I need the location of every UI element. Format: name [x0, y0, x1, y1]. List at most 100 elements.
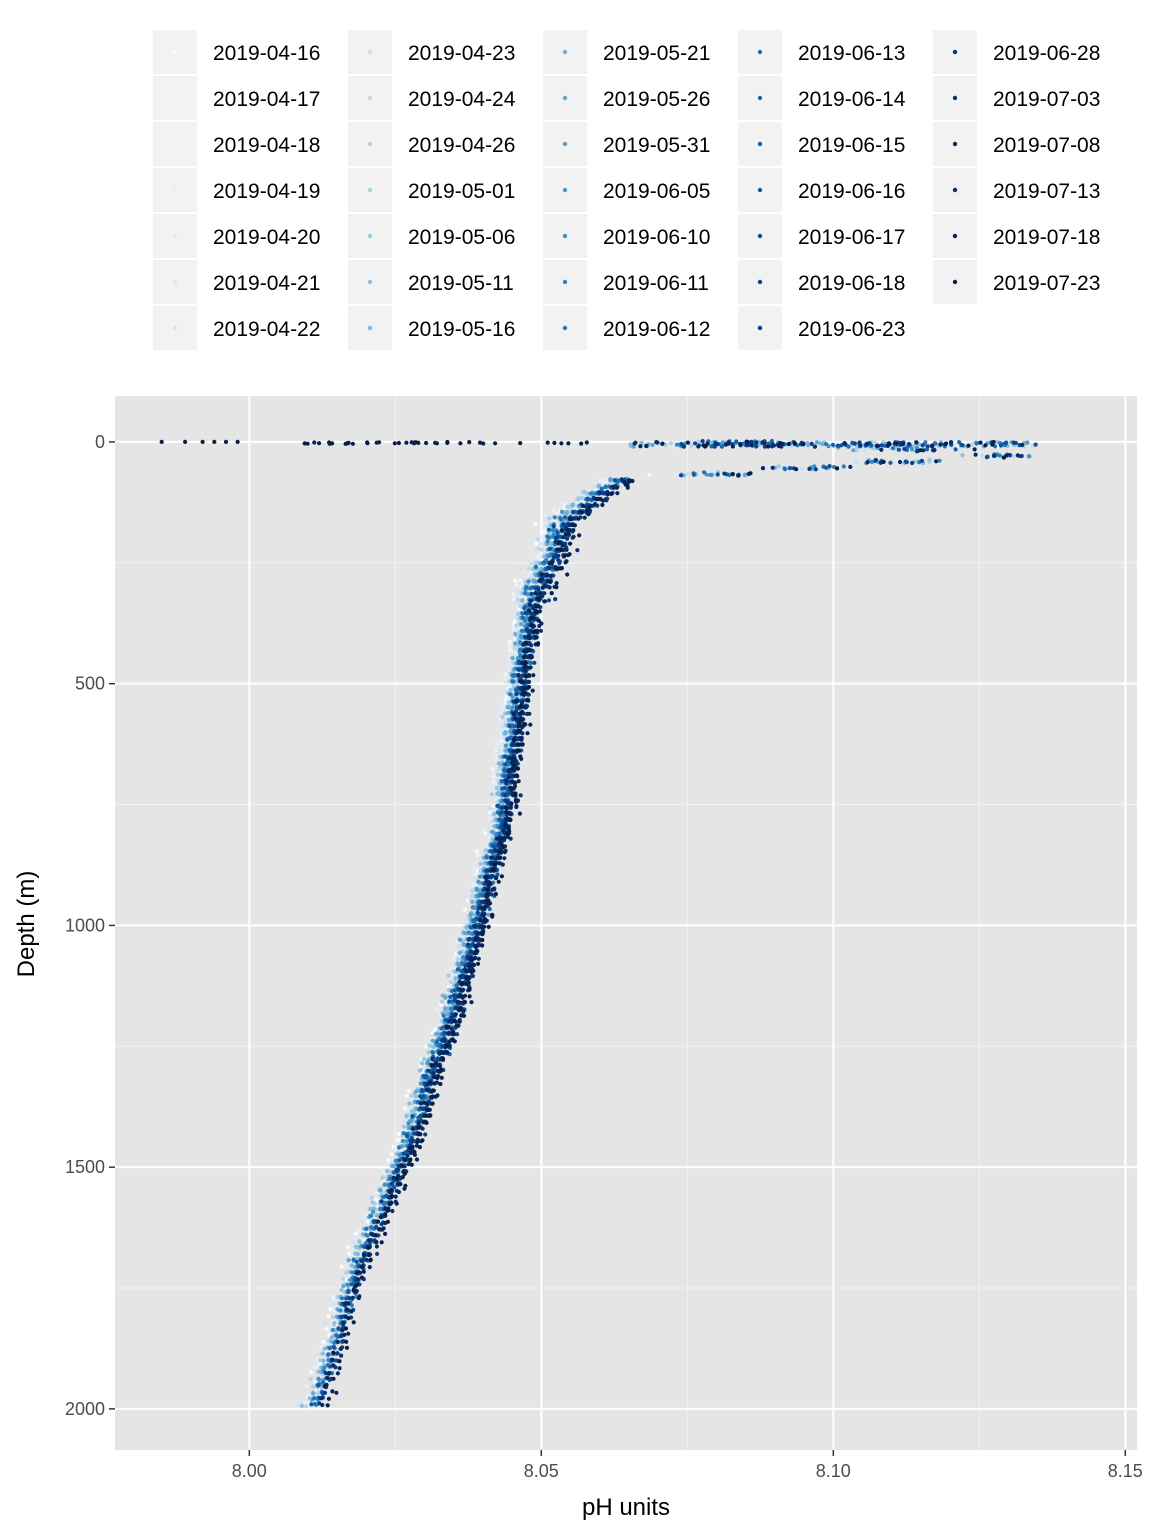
data-point: [538, 628, 544, 633]
data-point: [324, 1326, 329, 1331]
data-point: [349, 1309, 354, 1314]
data-point: [447, 1039, 452, 1044]
data-point: [340, 1328, 345, 1333]
legend-label: 2019-05-21: [603, 42, 710, 65]
data-point: [596, 483, 602, 488]
data-point: [540, 585, 545, 590]
data-point: [998, 443, 1004, 448]
data-point: [346, 1289, 351, 1295]
legend-item: 2019-06-12: [543, 306, 710, 350]
data-point: [501, 704, 506, 709]
legend-item: 2019-07-13: [933, 168, 1100, 212]
data-point: [490, 829, 495, 834]
data-point: [430, 1094, 435, 1100]
data-point: [814, 440, 820, 445]
data-point: [558, 566, 564, 571]
legend-key-point: [367, 325, 373, 331]
data-point: [385, 1168, 390, 1174]
data-point: [514, 623, 519, 628]
data-point: [554, 581, 559, 586]
data-point: [535, 596, 540, 601]
data-point: [491, 867, 496, 872]
data-point: [414, 1089, 419, 1094]
data-point: [374, 1213, 379, 1218]
data-point: [1001, 455, 1006, 460]
data-point: [396, 1145, 402, 1150]
data-point: [402, 1106, 407, 1111]
data-point: [459, 994, 465, 999]
data-point: [920, 443, 925, 448]
data-point: [381, 1226, 386, 1231]
data-point: [503, 680, 508, 685]
data-point: [513, 798, 518, 803]
data-point: [708, 472, 713, 477]
data-point: [548, 573, 554, 579]
data-point: [444, 1042, 449, 1047]
data-point: [379, 1222, 384, 1227]
legend-key-point: [952, 95, 958, 101]
data-point: [532, 660, 537, 665]
data-point: [542, 591, 547, 596]
legend-label: 2019-06-05: [603, 180, 710, 203]
data-point: [498, 836, 503, 841]
data-point: [953, 447, 958, 452]
data-point: [453, 976, 458, 981]
data-point: [430, 1050, 435, 1055]
legend-key-point: [952, 279, 958, 285]
legend-item: 2019-06-14: [738, 76, 906, 120]
data-point: [318, 1396, 324, 1401]
data-point: [764, 465, 769, 470]
data-point: [702, 470, 707, 475]
data-point: [518, 718, 523, 724]
data-point: [308, 1376, 313, 1382]
data-point: [766, 444, 771, 449]
data-point: [554, 566, 559, 571]
data-point: [539, 577, 544, 582]
data-point: [350, 441, 355, 446]
data-point: [458, 974, 463, 979]
data-point: [395, 1176, 400, 1181]
data-point: [523, 660, 529, 666]
data-point: [503, 717, 508, 722]
data-point: [413, 1094, 418, 1099]
legend-item: 2019-05-26: [543, 76, 710, 120]
data-point: [338, 1334, 343, 1339]
data-point: [524, 585, 529, 590]
data-point: [493, 748, 498, 753]
data-point: [507, 724, 512, 729]
data-point: [339, 1353, 344, 1358]
legend-key-point: [952, 141, 958, 147]
data-point: [890, 446, 896, 451]
legend-label: 2019-06-17: [798, 226, 905, 249]
data-point: [338, 1308, 343, 1313]
data-point: [510, 679, 515, 684]
data-point: [715, 472, 720, 477]
data-point: [386, 1158, 391, 1163]
data-point: [374, 440, 379, 445]
data-point: [512, 738, 517, 743]
data-point: [422, 1075, 427, 1080]
data-point: [522, 705, 527, 710]
data-point: [807, 466, 812, 471]
data-point: [835, 443, 840, 448]
data-point: [385, 1207, 390, 1213]
data-point: [452, 1019, 457, 1024]
data-point: [342, 1301, 347, 1306]
data-point: [383, 1212, 388, 1217]
data-point: [505, 705, 510, 710]
data-point: [351, 1239, 356, 1244]
legend-label: 2019-05-26: [603, 88, 710, 111]
data-point: [824, 465, 829, 470]
data-point: [503, 793, 508, 798]
data-point: [597, 497, 603, 502]
data-point: [497, 703, 502, 709]
data-point: [470, 905, 475, 910]
data-point: [794, 467, 799, 472]
data-point: [354, 1289, 359, 1294]
data-point: [581, 489, 587, 494]
data-point: [546, 598, 552, 603]
data-point: [390, 1160, 395, 1165]
data-point: [561, 535, 566, 540]
data-point: [762, 444, 768, 449]
data-point: [873, 457, 879, 463]
